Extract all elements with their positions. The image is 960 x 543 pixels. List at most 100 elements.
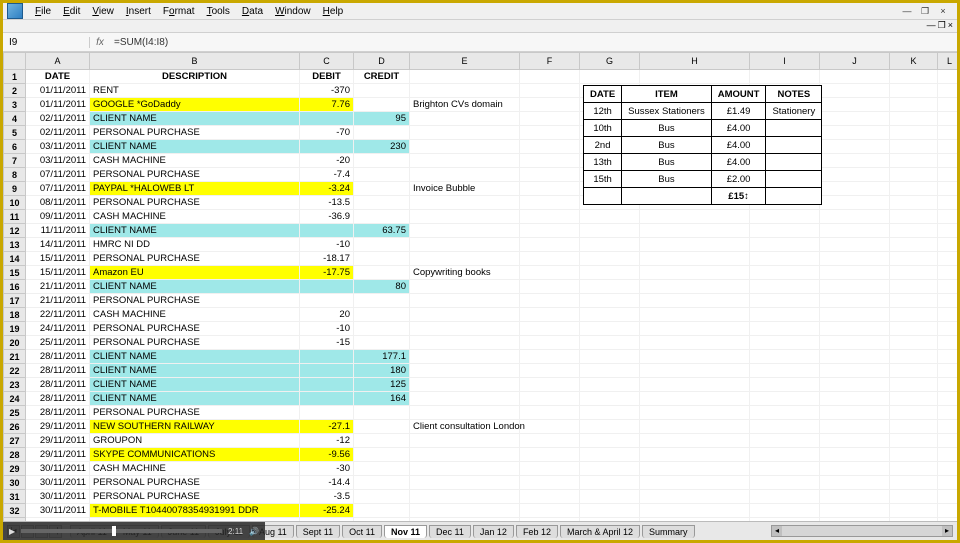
cell[interactable]: -36.9	[300, 210, 354, 224]
cell[interactable]	[890, 364, 938, 378]
cell[interactable]	[520, 112, 580, 126]
cell[interactable]	[890, 392, 938, 406]
cell[interactable]: 29/11/2011	[26, 448, 90, 462]
cell[interactable]	[820, 210, 890, 224]
cell[interactable]: 164	[354, 392, 410, 406]
cell[interactable]	[410, 392, 520, 406]
cell[interactable]: 30/11/2011	[26, 490, 90, 504]
cell[interactable]	[820, 238, 890, 252]
cell[interactable]: 02/11/2011	[26, 126, 90, 140]
cell[interactable]: NEW SOUTHERN RAILWAY	[90, 420, 300, 434]
cell[interactable]: CLIENT NAME	[90, 364, 300, 378]
cell[interactable]	[750, 280, 820, 294]
cell[interactable]	[580, 420, 640, 434]
cell[interactable]	[640, 364, 750, 378]
cell[interactable]	[820, 154, 890, 168]
cell[interactable]	[820, 294, 890, 308]
cell[interactable]	[820, 364, 890, 378]
cell[interactable]	[410, 434, 520, 448]
menu-tools[interactable]: Tools	[201, 5, 236, 18]
cell[interactable]	[890, 322, 938, 336]
cell[interactable]	[750, 238, 820, 252]
cell[interactable]	[520, 462, 580, 476]
cell[interactable]	[890, 406, 938, 420]
cell[interactable]	[890, 420, 938, 434]
cell[interactable]: PAYPAL *HALOWEB LT	[90, 182, 300, 196]
cell[interactable]: CREDIT	[354, 70, 410, 84]
cell[interactable]	[938, 140, 958, 154]
row-26[interactable]: 26	[4, 420, 26, 434]
cell[interactable]: PERSONAL PURCHASE	[90, 196, 300, 210]
cell[interactable]	[354, 154, 410, 168]
cell[interactable]: 07/11/2011	[26, 168, 90, 182]
menu-format[interactable]: Format	[157, 5, 201, 18]
cell[interactable]	[300, 294, 354, 308]
row-29[interactable]: 29	[4, 462, 26, 476]
col-A[interactable]: A	[26, 53, 90, 70]
col-D[interactable]: D	[354, 53, 410, 70]
cell[interactable]	[520, 196, 580, 210]
cell[interactable]	[354, 322, 410, 336]
cell[interactable]	[580, 224, 640, 238]
cell[interactable]	[820, 476, 890, 490]
cell[interactable]	[300, 378, 354, 392]
side-cell[interactable]: Sussex Stationers	[622, 103, 712, 120]
cell[interactable]	[354, 196, 410, 210]
cell[interactable]: T-MOBILE T10440078354931991 DDR	[90, 504, 300, 518]
cell[interactable]	[640, 448, 750, 462]
cell-reference[interactable]: I9	[3, 37, 90, 48]
cell[interactable]	[938, 490, 958, 504]
side-cell[interactable]: £1.49	[711, 103, 766, 120]
cell[interactable]	[750, 490, 820, 504]
cell[interactable]: 30/11/2011	[26, 504, 90, 518]
cell[interactable]: 09/11/2011	[26, 210, 90, 224]
play-slider[interactable]	[21, 529, 222, 533]
cell[interactable]: 28/11/2011	[26, 364, 90, 378]
cell[interactable]: 180	[354, 364, 410, 378]
cell[interactable]	[820, 434, 890, 448]
cell[interactable]: 30/11/2011	[26, 462, 90, 476]
cell[interactable]	[750, 224, 820, 238]
cell[interactable]: -10	[300, 322, 354, 336]
cell[interactable]	[640, 252, 750, 266]
cell[interactable]	[938, 224, 958, 238]
cell[interactable]	[354, 84, 410, 98]
cell[interactable]	[580, 350, 640, 364]
side-cell[interactable]	[766, 137, 822, 154]
sheet-tab-jan-12[interactable]: Jan 12	[473, 525, 514, 538]
cell[interactable]: Amazon EU	[90, 266, 300, 280]
cell[interactable]	[820, 126, 890, 140]
cell[interactable]	[580, 462, 640, 476]
cell[interactable]	[890, 518, 938, 522]
cell[interactable]	[938, 112, 958, 126]
cell[interactable]: 28/11/2011	[26, 406, 90, 420]
cell[interactable]: Copywriting books	[410, 266, 520, 280]
cell[interactable]	[300, 280, 354, 294]
cell[interactable]: CASH MACHINE	[90, 210, 300, 224]
cell[interactable]: -13.5	[300, 196, 354, 210]
cell[interactable]	[640, 504, 750, 518]
cell[interactable]	[820, 140, 890, 154]
cell[interactable]	[520, 406, 580, 420]
cell[interactable]	[938, 406, 958, 420]
doc-minimize[interactable]: —	[927, 20, 936, 32]
cell[interactable]	[820, 168, 890, 182]
cell[interactable]	[820, 504, 890, 518]
cell[interactable]	[354, 490, 410, 504]
cell[interactable]	[938, 336, 958, 350]
cell[interactable]: RENT	[90, 84, 300, 98]
cell[interactable]	[410, 154, 520, 168]
cell[interactable]	[580, 434, 640, 448]
cell[interactable]: DESCRIPTION	[90, 70, 300, 84]
cell[interactable]	[640, 434, 750, 448]
cell[interactable]: 07/11/2011	[26, 182, 90, 196]
cell[interactable]	[938, 504, 958, 518]
cell[interactable]	[354, 294, 410, 308]
cell[interactable]	[580, 280, 640, 294]
cell[interactable]	[820, 98, 890, 112]
cell[interactable]	[820, 308, 890, 322]
cell[interactable]	[750, 378, 820, 392]
cell[interactable]	[820, 196, 890, 210]
cell[interactable]: 29/11/2011	[26, 420, 90, 434]
cell[interactable]	[300, 392, 354, 406]
